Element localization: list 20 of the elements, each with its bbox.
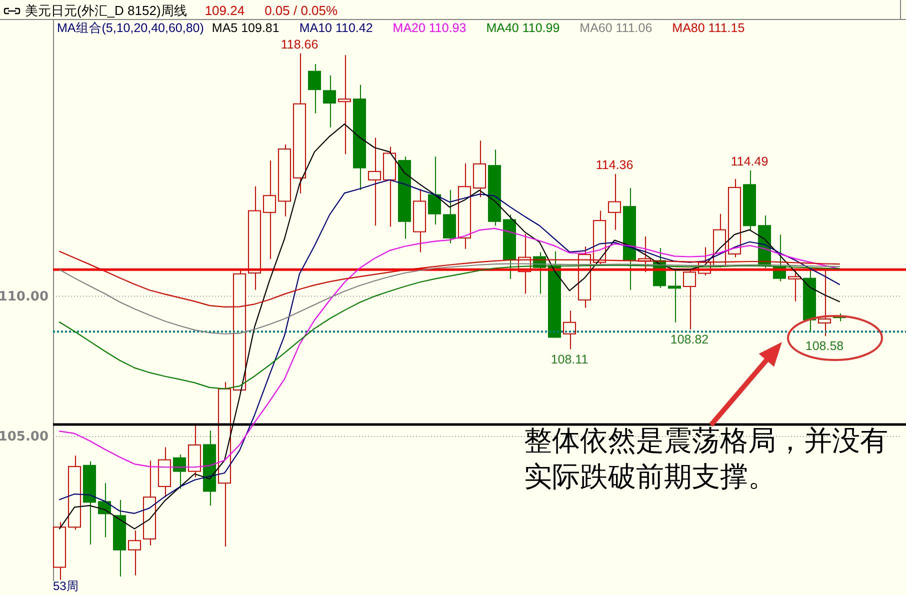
text: MA20 110.93 [392,21,466,35]
annotation: 114.49 [730,154,768,168]
annotation: 118.66 [280,37,318,52]
chart-subtitle: 109.24 [204,3,245,18]
text: 0.05 / 0.05% [264,3,338,18]
legend-title: MA组合(5,10,20,40,60,80) [57,21,204,35]
y-tick-label: 105.00 [0,430,48,445]
text: MA10 110.42 [299,21,373,35]
annotation: 整体依然是震荡格局，并没有实际跌破前期支撑。 [524,426,888,493]
text: MA40 110.99 [486,21,560,35]
annotation: 108.82 [670,332,709,346]
chart-title: 美元日元(外汇_D 8152)周线 [25,3,187,18]
text: MA60 111.06 [580,21,652,35]
y-tick-label: 110.00 [0,289,48,304]
annotation: 53周 [53,579,78,593]
annotation: 108.11 [550,352,588,366]
text: MA5 109.81 [212,21,280,35]
text: MA80 111.15 [672,21,745,35]
annotation: 114.36 [596,158,634,172]
annotation: 108.58 [805,339,844,354]
